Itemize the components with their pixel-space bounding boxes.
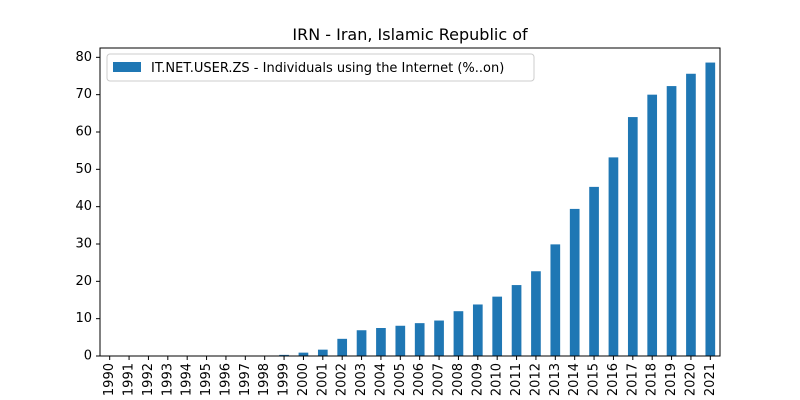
bar-2009 (472, 304, 483, 356)
x-tick-label-2006: 2006 (412, 363, 427, 396)
y-tick-label-0: 0 (84, 349, 92, 364)
bar-2014 (569, 208, 580, 356)
x-tick-label-1991: 1991 (122, 363, 137, 396)
x-tick-label-2015: 2015 (587, 363, 602, 396)
x-tick-label-2019: 2019 (664, 363, 679, 396)
y-tick-label-80: 80 (75, 50, 92, 65)
x-tick-label-2008: 2008 (451, 363, 466, 396)
bar-2015 (589, 186, 599, 356)
bar-1999 (279, 354, 289, 356)
bar-2007 (434, 320, 444, 356)
x-tick-label-2000: 2000 (296, 363, 311, 396)
y-tick-label-50: 50 (75, 162, 92, 177)
x-tick-label-2017: 2017 (625, 363, 640, 396)
bar-2005 (395, 325, 406, 356)
bar-2016 (608, 157, 619, 356)
x-tick-label-2016: 2016 (606, 363, 621, 396)
y-axis: 0 10 20 30 40 50 60 70 80 (75, 50, 100, 364)
legend-label: IT.NET.USER.ZS - Individuals using the I… (151, 61, 504, 76)
bar-2003 (356, 330, 367, 356)
chart-title: IRN - Iran, Islamic Republic of (292, 25, 528, 44)
x-tick-label-2001: 2001 (315, 363, 330, 396)
bar-2019 (666, 86, 677, 356)
y-tick-label-20: 20 (75, 274, 92, 289)
plot-frame (99, 47, 721, 357)
y-tick-label-40: 40 (75, 199, 92, 214)
x-tick-label-2013: 2013 (548, 363, 563, 396)
x-tick-label-1998: 1998 (257, 363, 272, 396)
x-tick-label-2010: 2010 (490, 363, 505, 396)
bar-2002 (337, 338, 348, 356)
bar-2001 (317, 349, 328, 356)
y-tick-label-30: 30 (75, 237, 92, 252)
bar-2011 (511, 285, 522, 356)
x-tick-label-2021: 2021 (703, 363, 718, 396)
legend: IT.NET.USER.ZS - Individuals using the I… (106, 53, 535, 82)
x-tick-label-2018: 2018 (645, 363, 660, 396)
x-tick-label-2014: 2014 (567, 363, 582, 396)
bar-2006 (414, 323, 425, 356)
bar-2004 (376, 328, 386, 356)
x-tick-label-1999: 1999 (277, 363, 292, 396)
y-tick-label-70: 70 (75, 87, 92, 102)
x-tick-label-2011: 2011 (509, 363, 524, 396)
bar-2010 (492, 296, 503, 356)
x-axis: 1990 1991 1992 1993 1994 1995 1996 1997 1998 1999… (102, 356, 718, 396)
legend-swatch (113, 62, 141, 72)
x-tick-label-1996: 1996 (218, 363, 233, 396)
x-tick-label-1993: 1993 (160, 363, 175, 396)
x-tick-label-2005: 2005 (393, 363, 408, 396)
bar-2013 (550, 244, 561, 356)
x-tick-label-2009: 2009 (470, 363, 485, 396)
x-tick-label-1994: 1994 (180, 363, 195, 396)
x-tick-label-2012: 2012 (528, 363, 543, 396)
x-tick-label-2004: 2004 (373, 363, 388, 396)
bar-2012 (531, 271, 541, 356)
bar-2020 (686, 73, 696, 356)
x-tick-label-1995: 1995 (199, 363, 214, 396)
x-tick-label-1992: 1992 (141, 363, 156, 396)
x-tick-label-1997: 1997 (238, 363, 253, 396)
legend-box (106, 53, 535, 82)
bar-2000 (298, 352, 309, 356)
y-tick-label-60: 60 (75, 125, 92, 140)
x-tick-label-2007: 2007 (432, 363, 447, 396)
bar-2008 (453, 311, 464, 356)
y-tick-label-10: 10 (75, 311, 92, 326)
bar-2021 (705, 62, 716, 357)
x-tick-label-1990: 1990 (102, 363, 117, 396)
bar-2017 (627, 117, 638, 356)
x-tick-label-2002: 2002 (335, 363, 350, 396)
bars-group (201, 62, 716, 357)
x-tick-label-2020: 2020 (683, 363, 698, 396)
bar-2018 (647, 94, 658, 357)
x-tick-label-2003: 2003 (354, 363, 369, 396)
